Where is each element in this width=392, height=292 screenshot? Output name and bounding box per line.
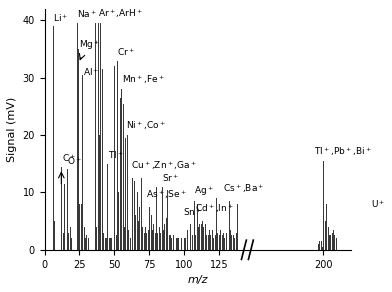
Text: Cd$^+$,In$^+$: Cd$^+$,In$^+$: [195, 203, 234, 215]
X-axis label: m/z: m/z: [188, 275, 208, 285]
Text: Tl$^+$: Tl$^+$: [108, 149, 124, 161]
Text: Sn$^+$: Sn$^+$: [183, 206, 202, 218]
Text: As$^+$,Se$^+$: As$^+$,Se$^+$: [146, 188, 187, 201]
Text: Na$^+$: Na$^+$: [77, 9, 97, 20]
Text: Ar$^+$,ArH$^+$: Ar$^+$,ArH$^+$: [98, 8, 143, 20]
Text: Cs$^+$,Ba$^+$: Cs$^+$,Ba$^+$: [223, 182, 265, 195]
Text: C$^+$: C$^+$: [62, 152, 76, 164]
Text: Ag$^+$: Ag$^+$: [194, 185, 214, 198]
Text: Ni$^+$,Co$^+$: Ni$^+$,Co$^+$: [126, 119, 166, 132]
Text: Cu$^+$,Zn$^+$,Ga$^+$: Cu$^+$,Zn$^+$,Ga$^+$: [131, 160, 197, 172]
Text: O$^+$: O$^+$: [67, 155, 82, 167]
Text: Sr$^+$: Sr$^+$: [162, 172, 180, 184]
Text: Mg$^+$: Mg$^+$: [79, 38, 101, 52]
Text: Al$^+$: Al$^+$: [83, 66, 99, 78]
Y-axis label: Signal (mV): Signal (mV): [7, 97, 17, 162]
Text: Mn$^+$,Fe$^+$: Mn$^+$,Fe$^+$: [122, 74, 165, 86]
Text: Cr$^+$: Cr$^+$: [118, 46, 135, 58]
Text: Li$^+$: Li$^+$: [53, 13, 69, 25]
Text: Tl$^+$,Pb$^+$,Bi$^+$: Tl$^+$,Pb$^+$,Bi$^+$: [314, 145, 371, 158]
Text: U$^+$: U$^+$: [371, 198, 385, 210]
